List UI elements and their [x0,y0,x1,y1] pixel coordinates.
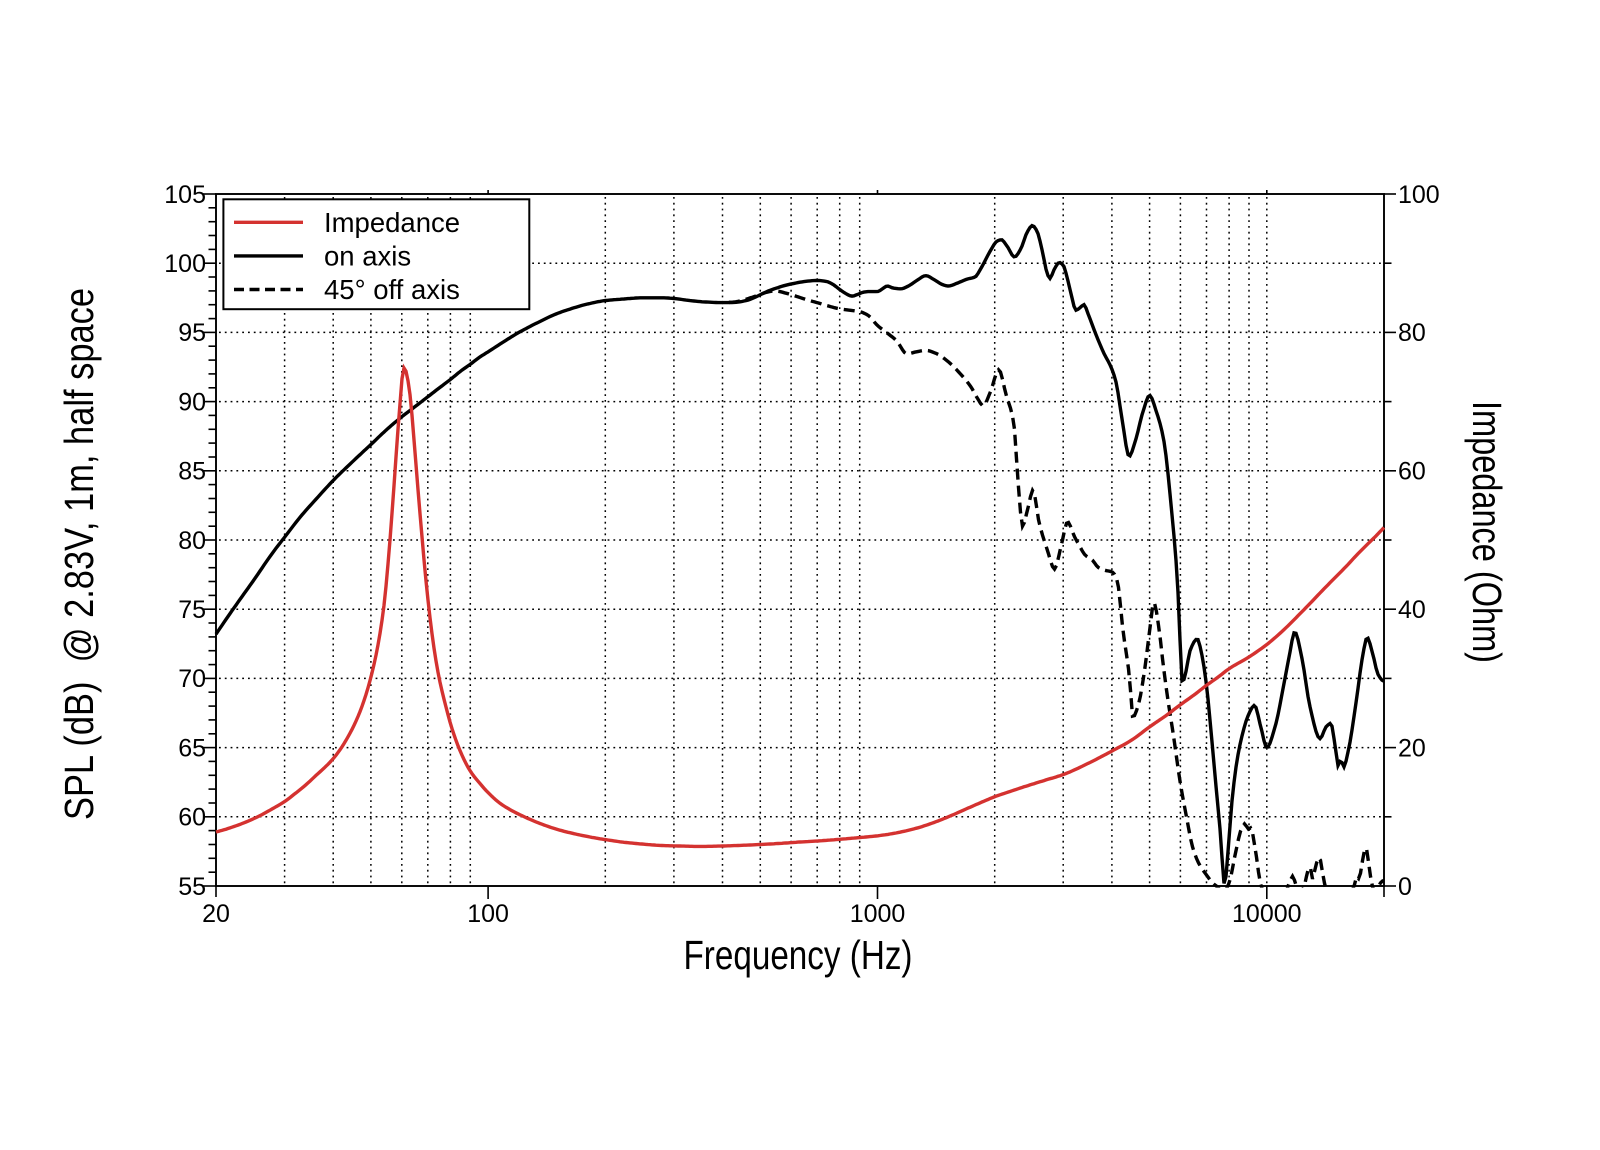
svg-text:10000: 10000 [1232,900,1302,928]
svg-text:65: 65 [178,734,206,762]
svg-text:80: 80 [1398,319,1426,347]
svg-text:60: 60 [1398,458,1426,486]
svg-text:75: 75 [178,596,206,624]
svg-text:80: 80 [178,527,206,555]
svg-text:Impedance: Impedance [324,207,460,238]
svg-text:20: 20 [202,900,230,928]
svg-text:45° off axis: 45° off axis [324,274,460,305]
svg-text:Frequency (Hz): Frequency (Hz) [684,932,913,978]
svg-text:90: 90 [178,388,206,416]
svg-text:40: 40 [1398,596,1426,624]
svg-text:SPL (dB) @ 2.83V, 1m, half sp: SPL (dB) @ 2.83V, 1m, half space [56,288,102,820]
svg-text:95: 95 [178,319,206,347]
svg-text:0: 0 [1398,873,1412,901]
svg-text:100: 100 [467,900,509,928]
svg-text:105: 105 [164,181,206,209]
svg-text:100: 100 [1398,181,1440,209]
svg-text:70: 70 [178,665,206,693]
svg-text:20: 20 [1398,734,1426,762]
svg-text:55: 55 [178,873,206,901]
svg-text:100: 100 [164,250,206,278]
svg-text:1000: 1000 [850,900,906,928]
svg-text:85: 85 [178,458,206,486]
svg-text:on axis: on axis [324,241,411,272]
svg-text:60: 60 [178,804,206,832]
svg-text:Impedance (Ohm): Impedance (Ohm) [1464,401,1510,663]
